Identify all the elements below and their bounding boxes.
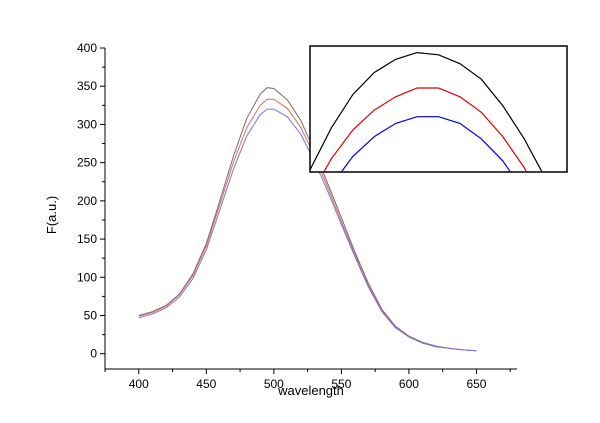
inset-plot xyxy=(309,45,568,173)
series-lines xyxy=(138,87,477,352)
y-tick-label: 350 xyxy=(77,79,97,93)
inset-series-line-1 xyxy=(310,51,543,172)
y-tick-label: 150 xyxy=(77,232,97,246)
inset-series-line-2 xyxy=(323,87,528,172)
y-tick-label: 400 xyxy=(77,41,97,55)
series-line-3 xyxy=(138,108,477,352)
y-ticks: 0 50 100 150 200 250 300 350 400 xyxy=(77,41,105,361)
y-axis-title: F(a.u.) xyxy=(44,196,59,234)
y-tick-label: 200 xyxy=(77,194,97,208)
x-tick-label: 450 xyxy=(196,377,216,391)
inset-series-lines xyxy=(310,51,543,172)
x-ticks: 400 450 500 550 600 650 xyxy=(104,369,511,391)
inset-series-line-3 xyxy=(340,116,512,172)
y-tick-label: 100 xyxy=(77,270,97,284)
y-tick-label: 50 xyxy=(84,309,98,323)
x-tick-label: 650 xyxy=(466,377,486,391)
series-line-1 xyxy=(138,87,477,352)
y-tick-label: 250 xyxy=(77,156,97,170)
y-tick-label: 0 xyxy=(90,347,97,361)
x-tick-label: 500 xyxy=(264,377,284,391)
x-tick-label: 600 xyxy=(399,377,419,391)
x-tick-label: 550 xyxy=(331,377,351,391)
y-tick-label: 300 xyxy=(77,117,97,131)
x-axis-title: wavelength xyxy=(277,383,344,398)
x-tick-label: 400 xyxy=(129,377,149,391)
inset-frame xyxy=(309,45,568,173)
